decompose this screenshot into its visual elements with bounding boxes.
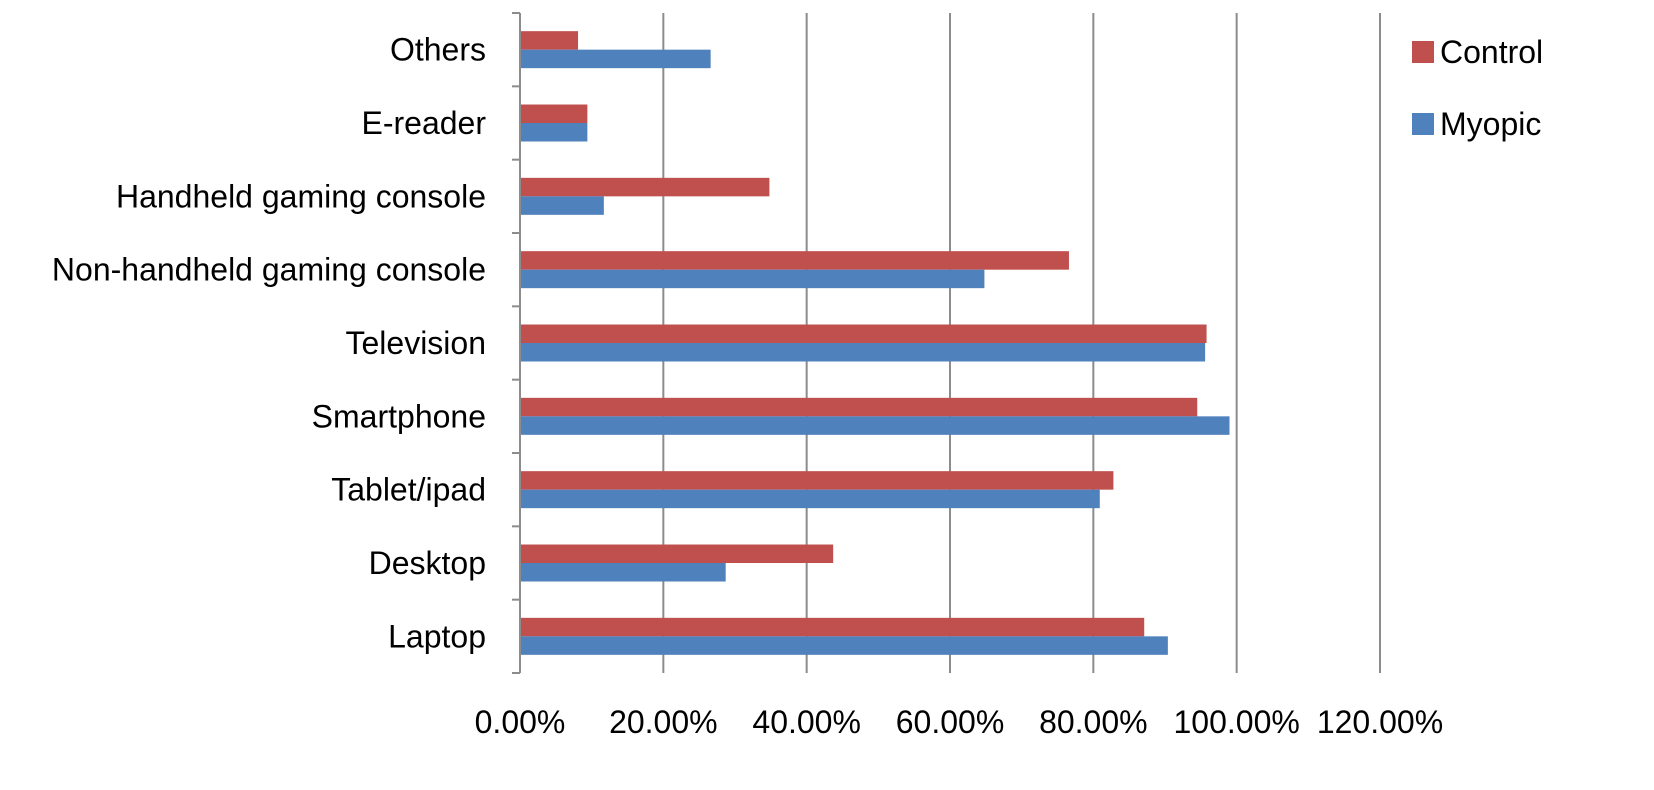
legend-label-control: Control: [1440, 34, 1543, 70]
bar-control-1: [520, 31, 579, 50]
bar-control-8: [520, 544, 834, 563]
bar-myopic-9: [520, 636, 1168, 655]
bar-control-5: [520, 324, 1207, 343]
x-tick-label: 0.00%: [475, 704, 566, 740]
bar-control-9: [520, 617, 1145, 637]
x-tick-label: 120.00%: [1317, 704, 1443, 740]
bar-myopic-8: [520, 563, 726, 582]
bar-myopic-7: [520, 489, 1100, 509]
axes: [512, 12, 521, 674]
legend-swatch-myopic: [1412, 113, 1434, 135]
bar-control-6: [520, 397, 1198, 417]
bar-control-2: [520, 104, 588, 123]
x-tick-label: 80.00%: [1039, 704, 1148, 740]
bar-myopic-4: [520, 269, 985, 289]
bar-myopic-3: [520, 196, 604, 215]
category-label: Handheld gaming console: [116, 178, 486, 214]
bar-control-4: [520, 251, 1069, 270]
bar-myopic-1: [520, 49, 711, 69]
category-label: Non-handheld gaming console: [52, 252, 486, 288]
category-label: Smartphone: [312, 398, 486, 434]
x-tick-label: 60.00%: [896, 704, 1005, 740]
bar-myopic-2: [520, 123, 588, 142]
category-label: E-reader: [362, 105, 487, 141]
legend-swatch-control: [1412, 41, 1434, 63]
bar-control-7: [520, 471, 1114, 490]
bar-control-3: [520, 177, 770, 197]
legend-label-myopic: Myopic: [1440, 106, 1541, 142]
labels: Others E-reader Handheld gaming console Non…: [52, 32, 1443, 740]
x-tick-label: 100.00%: [1174, 704, 1300, 740]
bar-myopic-6: [520, 416, 1230, 435]
legend: Control Myopic: [1412, 34, 1543, 142]
category-label: Desktop: [369, 545, 486, 581]
category-label: Tablet/ipad: [331, 472, 486, 508]
category-label: Laptop: [388, 618, 486, 654]
x-tick-label: 40.00%: [752, 704, 861, 740]
category-label: Television: [345, 325, 486, 361]
category-label: Others: [390, 32, 486, 68]
x-tick-label: 20.00%: [609, 704, 718, 740]
bar-myopic-5: [520, 343, 1206, 362]
bars: [520, 31, 1230, 655]
